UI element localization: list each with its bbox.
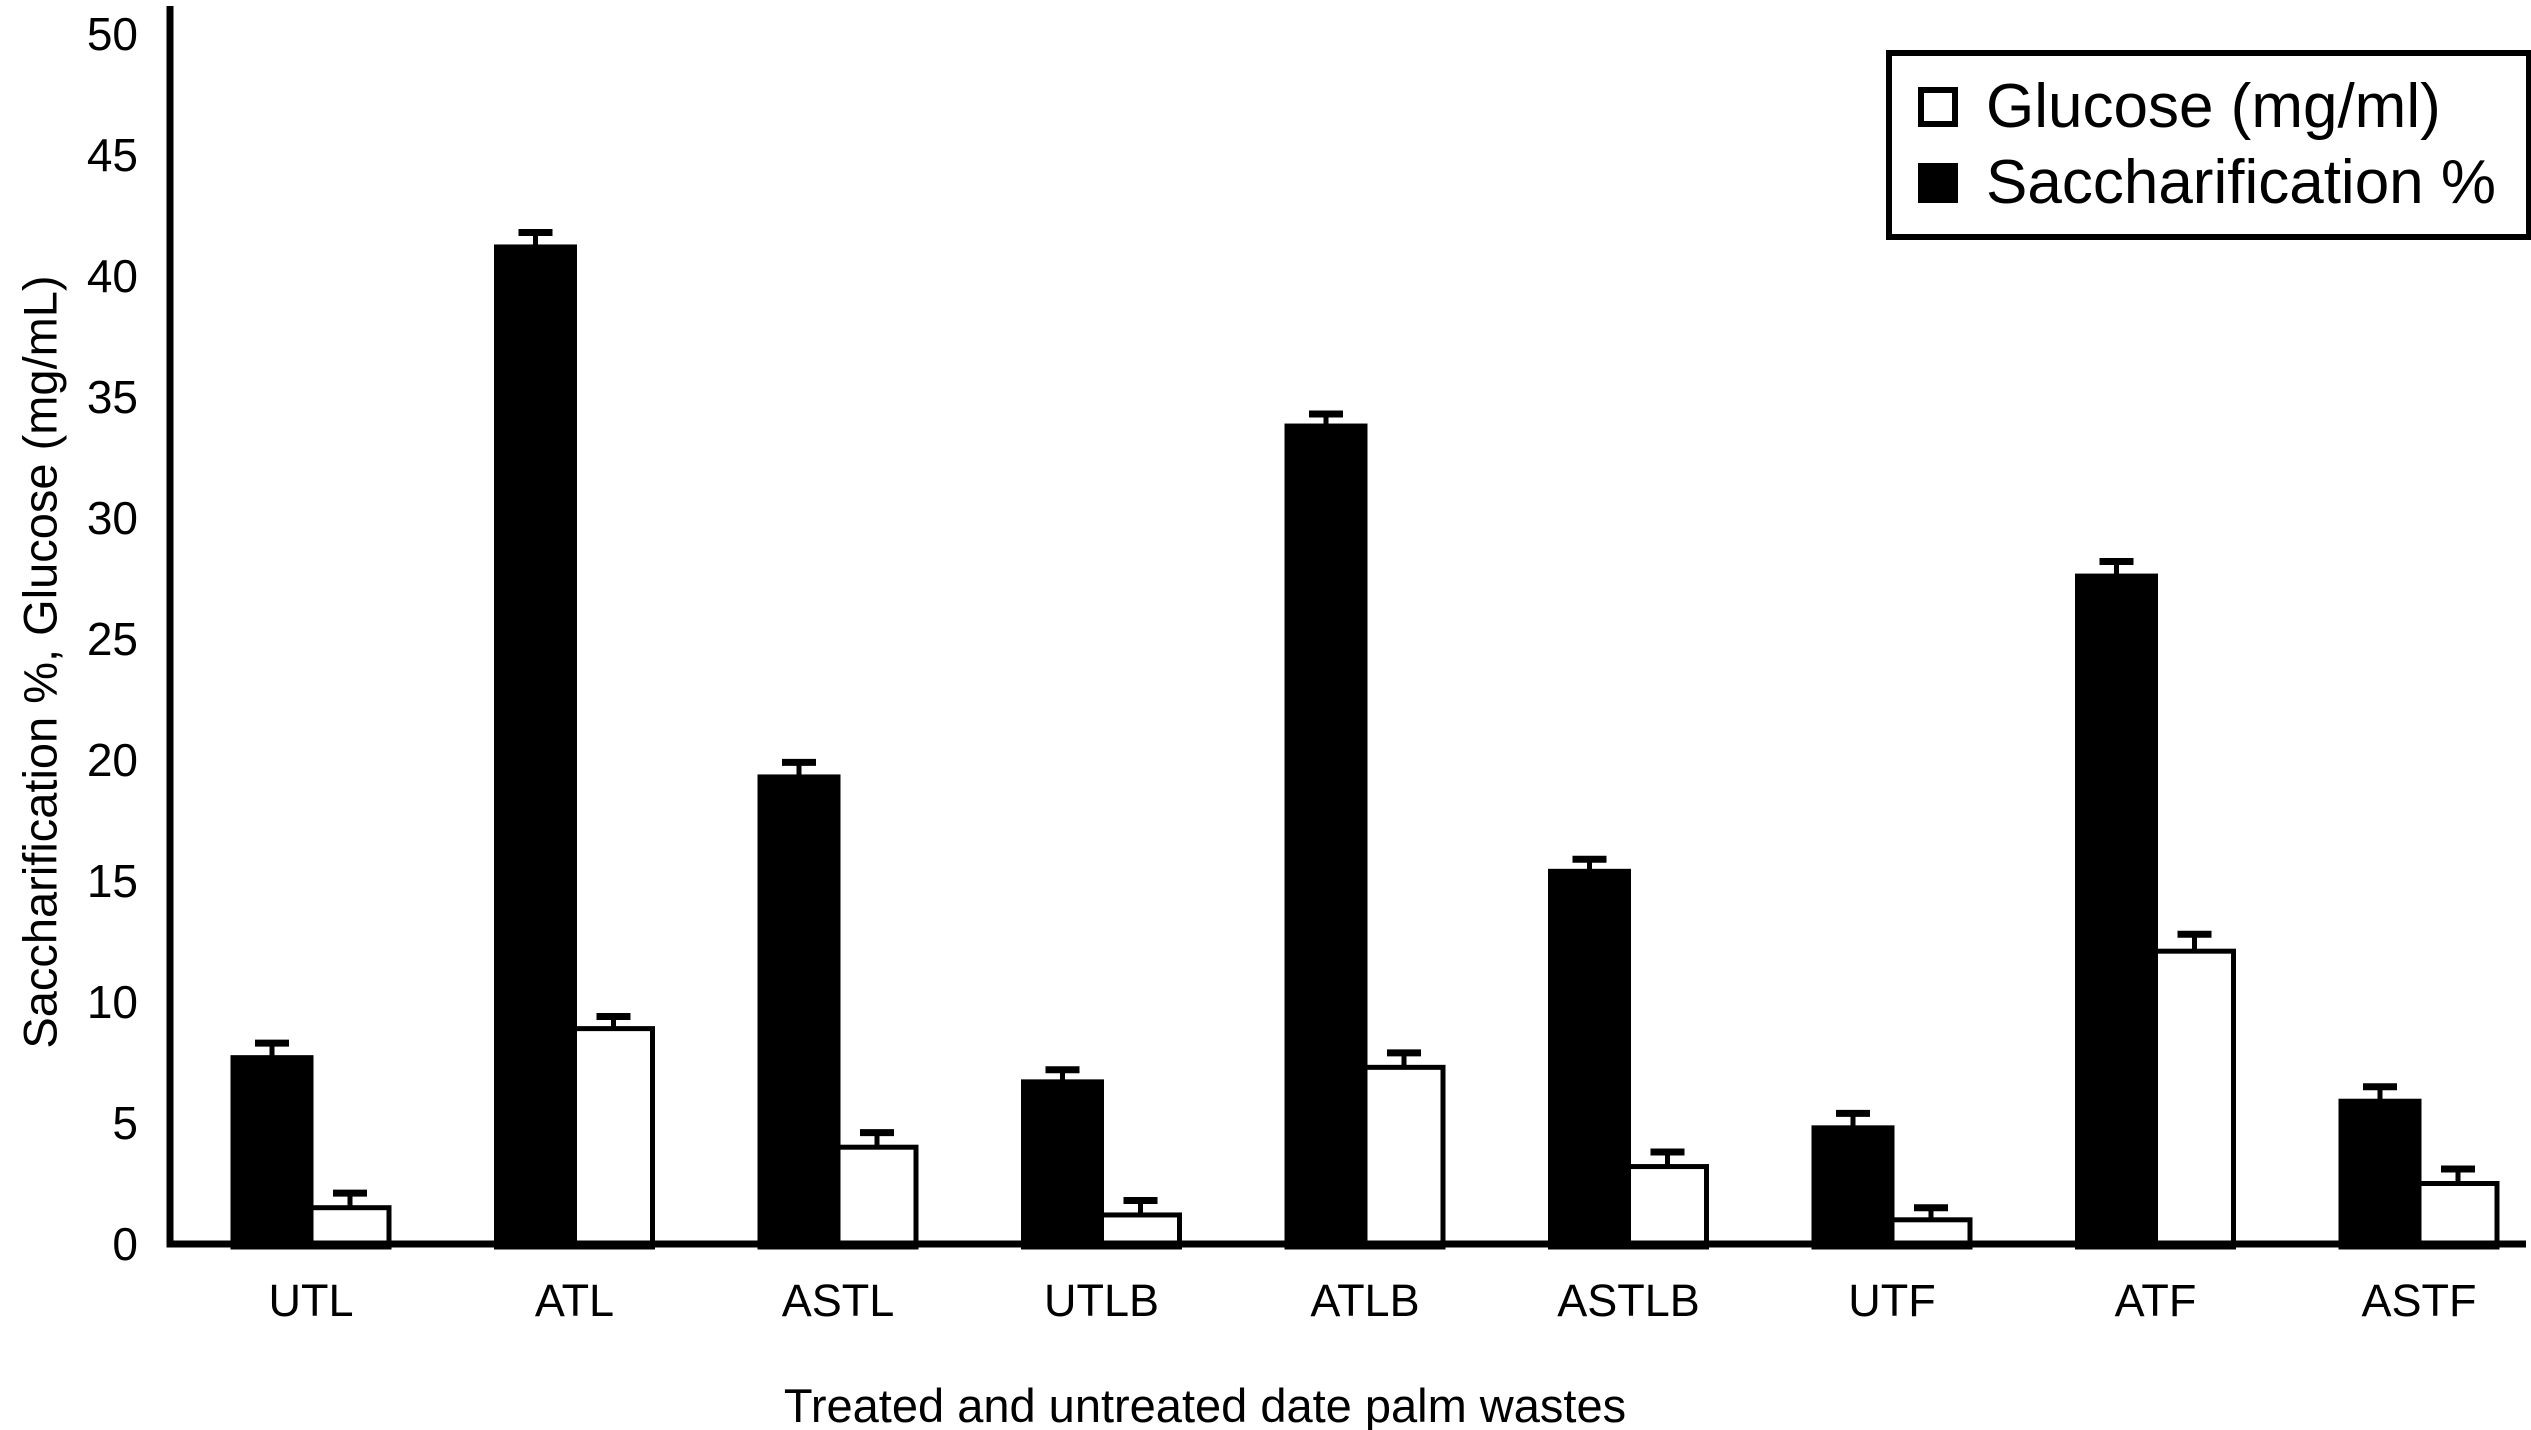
y-tick-label: 50 (87, 8, 138, 60)
y-tick-label: 5 (112, 1097, 138, 1149)
x-category-label: UTLB (1044, 1275, 1159, 1326)
bar-glucose-ATF (2153, 948, 2236, 1250)
bar-saccharification-ASTLB (1548, 868, 1631, 1250)
y-tick-label: 40 (87, 250, 138, 302)
bar-glucose-ATL (572, 1026, 655, 1250)
x-category-label: ATLB (1310, 1275, 1419, 1326)
bar-glucose-ATLB (1362, 1064, 1446, 1250)
x-category-label: ATF (2115, 1275, 2197, 1326)
legend-item-saccharification: Saccharification % (1918, 148, 2496, 218)
open-square-icon (1918, 87, 1958, 127)
y-tick-label: 10 (87, 976, 138, 1028)
y-tick-label: 30 (87, 492, 138, 544)
bar-glucose-ASTF (2416, 1181, 2500, 1250)
filled-square-icon (1918, 163, 1958, 203)
bar-saccharification-ATF (2075, 573, 2158, 1250)
x-category-label: ATL (535, 1275, 614, 1326)
y-tick-label: 15 (87, 855, 138, 907)
x-category-label: ASTLB (1557, 1275, 1700, 1326)
legend-item-glucose: Glucose (mg/ml) (1918, 72, 2496, 142)
legend: Glucose (mg/ml) Saccharification % (1886, 50, 2531, 240)
bar-saccharification-UTF (1811, 1125, 1895, 1250)
bar-saccharification-UTLB (1021, 1079, 1104, 1250)
bar-saccharification-ASTL (757, 774, 841, 1250)
y-tick-label: 25 (87, 613, 138, 665)
y-tick-label: 20 (87, 734, 138, 786)
x-category-label: UTF (1848, 1275, 1935, 1326)
bar-saccharification-ATL (494, 244, 577, 1250)
x-category-label: ASTL (782, 1275, 895, 1326)
y-tick-label: 45 (87, 129, 138, 181)
y-tick-label: 0 (112, 1218, 138, 1270)
bar-glucose-ASTL (835, 1144, 919, 1250)
x-category-label: ASTF (2361, 1275, 2476, 1326)
bar-glucose-ASTLB (1626, 1164, 1709, 1250)
bar-saccharification-ATLB (1284, 423, 1368, 1250)
y-tick-label: 35 (87, 371, 138, 423)
legend-label-saccharification: Saccharification % (1986, 148, 2497, 217)
y-axis-title: Saccharification %, Glucose (mg/mL) (13, 275, 67, 1049)
x-category-label: UTL (268, 1275, 353, 1326)
bar-saccharification-UTL (230, 1055, 314, 1250)
legend-label-glucose: Glucose (mg/ml) (1986, 72, 2441, 141)
bar-saccharification-ASTF (2338, 1098, 2422, 1250)
x-axis-title: Treated and untreated date palm wastes (783, 1379, 1627, 1430)
